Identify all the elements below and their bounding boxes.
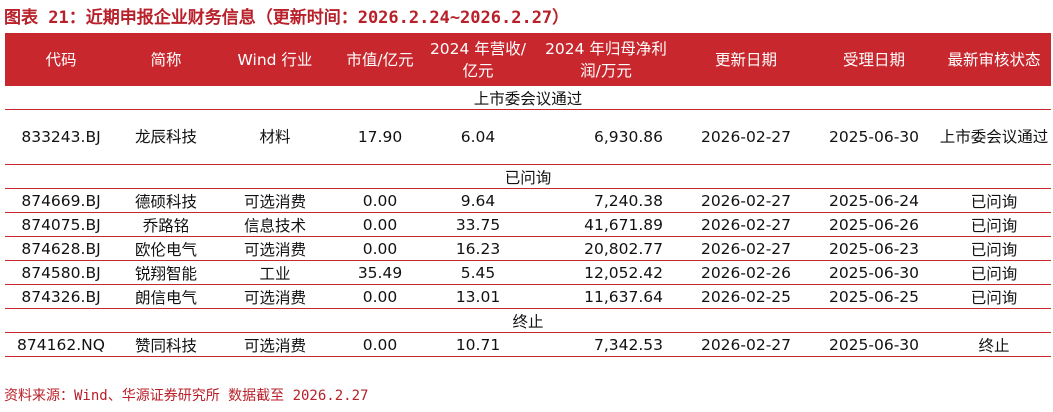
cell-review-status: 上市委会议通过: [937, 109, 1051, 165]
cell-industry: 可选消费: [215, 188, 335, 213]
cell-market-cap: 0.00: [335, 236, 425, 261]
table-row: 874628.BJ 欧伦电气 可选消费 0.00 16.23 20,802.77 2026-…: [5, 236, 1051, 261]
source-note: 资料来源：Wind、华源证券研究所 数据截至 2026.2.27: [4, 388, 369, 404]
cell-revenue: 5.45: [425, 260, 531, 285]
cell-net-profit: 11,637.64: [531, 284, 681, 309]
cell-review-status: 已问询: [937, 212, 1051, 237]
cell-revenue: 33.75: [425, 212, 531, 237]
cell-accept-date: 2025-06-25: [811, 284, 937, 309]
section-row: 已问询: [5, 164, 1051, 189]
cell-accept-date: 2025-06-30: [811, 109, 937, 165]
cell-market-cap: 0.00: [335, 212, 425, 237]
table-body: 上市委会议通过 833243.BJ 龙辰科技 材料 17.90 6.04 6,930.86 2…: [5, 86, 1051, 357]
cell-net-profit: 12,052.42: [531, 260, 681, 285]
table-row: 874075.BJ 乔路铭 信息技术 0.00 33.75 41,671.89 2026-0…: [5, 212, 1051, 237]
section-row: 终止: [5, 308, 1051, 333]
table-row: 874326.BJ 朗信电气 可选消费 0.00 13.01 11,637.64 2026-…: [5, 284, 1051, 309]
cell-market-cap: 17.90: [335, 109, 425, 165]
cell-market-cap: 0.00: [335, 332, 425, 357]
cell-code: 874628.BJ: [5, 236, 117, 261]
cell-short-name: 锐翔智能: [117, 260, 215, 285]
cell-update-date: 2026-02-27: [681, 109, 811, 165]
header-update-date: 更新日期: [681, 33, 811, 86]
header-net-profit: 2024 年归母净利润/万元: [531, 33, 681, 86]
table-row: 833243.BJ 龙辰科技 材料 17.90 6.04 6,930.86 2026-02-…: [5, 109, 1051, 165]
cell-short-name: 朗信电气: [117, 284, 215, 309]
cell-revenue: 10.71: [425, 332, 531, 357]
cell-review-status: 终止: [937, 332, 1051, 357]
cell-update-date: 2026-02-27: [681, 188, 811, 213]
cell-short-name: 赞同科技: [117, 332, 215, 357]
figure-title: 图表 21：近期申报企业财务信息（更新时间：2026.2.24~2026.2.2…: [4, 8, 570, 28]
table-header: 代码 简称 Wind 行业 市值/亿元 2024 年营收/亿元 2024 年归母…: [5, 33, 1051, 86]
cell-review-status: 已问询: [937, 236, 1051, 261]
header-revenue: 2024 年营收/亿元: [425, 33, 531, 86]
header-review-status: 最新审核状态: [937, 33, 1051, 86]
cell-code: 833243.BJ: [5, 109, 117, 165]
cell-update-date: 2026-02-27: [681, 236, 811, 261]
cell-net-profit: 7,240.38: [531, 188, 681, 213]
cell-code: 874580.BJ: [5, 260, 117, 285]
cell-revenue: 6.04: [425, 109, 531, 165]
cell-review-status: 已问询: [937, 260, 1051, 285]
cell-code: 874669.BJ: [5, 188, 117, 213]
cell-code: 874075.BJ: [5, 212, 117, 237]
cell-net-profit: 41,671.89: [531, 212, 681, 237]
section-label: 上市委会议通过: [5, 86, 1051, 110]
header-accept-date: 受理日期: [811, 33, 937, 86]
header-short-name: 简称: [117, 33, 215, 86]
cell-market-cap: 35.49: [335, 260, 425, 285]
cell-accept-date: 2025-06-26: [811, 212, 937, 237]
cell-net-profit: 20,802.77: [531, 236, 681, 261]
cell-accept-date: 2025-06-24: [811, 188, 937, 213]
cell-industry: 可选消费: [215, 284, 335, 309]
section-row: 上市委会议通过: [5, 86, 1051, 110]
header-industry: Wind 行业: [215, 33, 335, 86]
table-row: 874580.BJ 锐翔智能 工业 35.49 5.45 12,052.42 2026-02…: [5, 260, 1051, 285]
cell-revenue: 16.23: [425, 236, 531, 261]
cell-short-name: 乔路铭: [117, 212, 215, 237]
cell-market-cap: 0.00: [335, 188, 425, 213]
section-label: 终止: [5, 308, 1051, 333]
cell-market-cap: 0.00: [335, 284, 425, 309]
cell-review-status: 已问询: [937, 284, 1051, 309]
cell-update-date: 2026-02-26: [681, 260, 811, 285]
header-row: 代码 简称 Wind 行业 市值/亿元 2024 年营收/亿元 2024 年归母…: [5, 33, 1051, 86]
ipo-applicants-table: 代码 简称 Wind 行业 市值/亿元 2024 年营收/亿元 2024 年归母…: [5, 33, 1051, 357]
cell-accept-date: 2025-06-30: [811, 260, 937, 285]
cell-revenue: 13.01: [425, 284, 531, 309]
section-label: 已问询: [5, 164, 1051, 189]
cell-industry: 可选消费: [215, 332, 335, 357]
cell-industry: 工业: [215, 260, 335, 285]
cell-accept-date: 2025-06-23: [811, 236, 937, 261]
cell-net-profit: 6,930.86: [531, 109, 681, 165]
table-row: 874162.NQ 赞同科技 可选消费 0.00 10.71 7,342.53 2026-0…: [5, 332, 1051, 357]
cell-accept-date: 2025-06-30: [811, 332, 937, 357]
cell-code: 874162.NQ: [5, 332, 117, 357]
cell-short-name: 欧伦电气: [117, 236, 215, 261]
cell-update-date: 2026-02-27: [681, 332, 811, 357]
cell-code: 874326.BJ: [5, 284, 117, 309]
header-market-cap: 市值/亿元: [335, 33, 425, 86]
cell-industry: 可选消费: [215, 236, 335, 261]
cell-industry: 信息技术: [215, 212, 335, 237]
cell-review-status: 已问询: [937, 188, 1051, 213]
cell-update-date: 2026-02-25: [681, 284, 811, 309]
cell-revenue: 9.64: [425, 188, 531, 213]
cell-net-profit: 7,342.53: [531, 332, 681, 357]
header-code: 代码: [5, 33, 117, 86]
table-row: 874669.BJ 德硕科技 可选消费 0.00 9.64 7,240.38 2026-02…: [5, 188, 1051, 213]
cell-industry: 材料: [215, 109, 335, 165]
cell-update-date: 2026-02-27: [681, 212, 811, 237]
cell-short-name: 龙辰科技: [117, 109, 215, 165]
cell-short-name: 德硕科技: [117, 188, 215, 213]
